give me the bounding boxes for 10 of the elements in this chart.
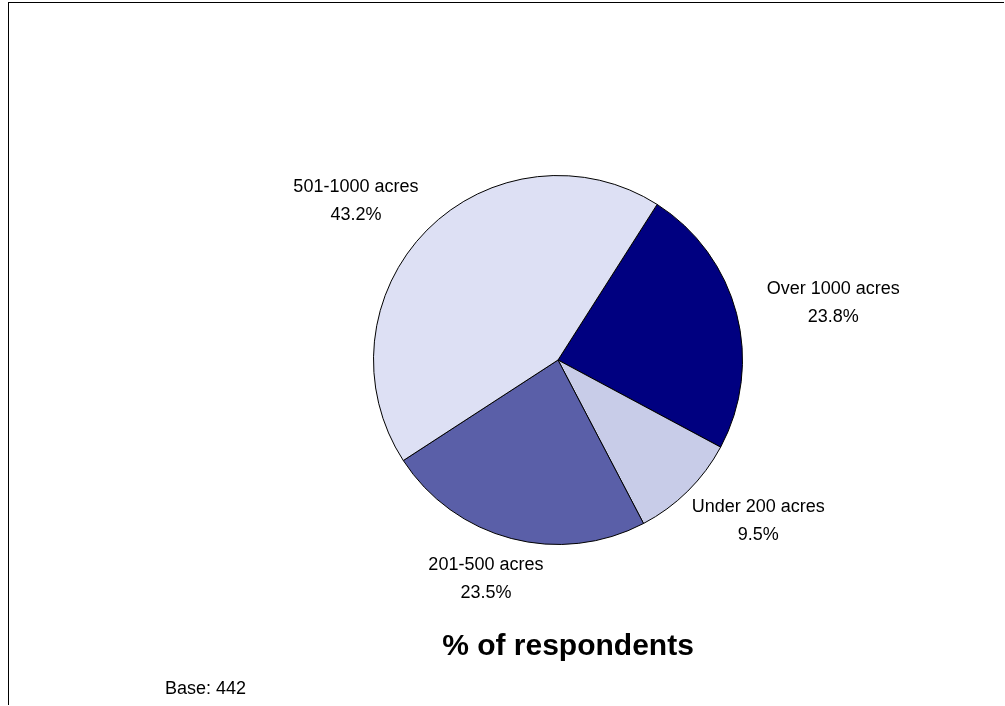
slice-label: Under 200 acres	[691, 495, 825, 516]
data-label: 23.8%	[807, 305, 859, 326]
slice-label: 501-1000 acres	[293, 175, 419, 196]
data-label: 9.5%	[737, 523, 779, 544]
text: % of respondents	[441, 628, 695, 662]
data-label: 23.5%	[460, 582, 512, 603]
slice-label: Over 1000 acres	[766, 277, 900, 298]
text: Base: 442	[165, 678, 247, 699]
data-label: 43.2%	[330, 203, 382, 224]
slice-label: 201-500 acres	[428, 554, 544, 575]
